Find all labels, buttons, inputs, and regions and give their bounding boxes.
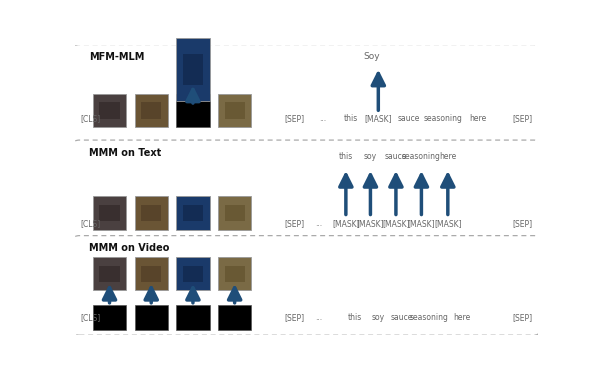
Text: [SEP]: [SEP] <box>512 313 532 322</box>
Text: [SEP]: [SEP] <box>285 219 305 228</box>
Text: soy: soy <box>372 313 385 322</box>
Text: this: this <box>343 114 358 123</box>
Text: sauce: sauce <box>385 152 407 161</box>
Text: MMM on Video: MMM on Video <box>89 243 169 253</box>
FancyBboxPatch shape <box>176 305 210 330</box>
Text: [MASK]: [MASK] <box>408 219 435 228</box>
FancyBboxPatch shape <box>74 140 539 240</box>
Text: [SEP]: [SEP] <box>512 219 532 228</box>
Text: soy: soy <box>364 152 377 161</box>
FancyBboxPatch shape <box>183 54 203 85</box>
Text: here: here <box>469 114 487 123</box>
FancyBboxPatch shape <box>225 205 245 221</box>
FancyBboxPatch shape <box>135 305 168 330</box>
Text: [MASK]: [MASK] <box>356 219 385 228</box>
Text: [MASK]: [MASK] <box>382 219 410 228</box>
FancyBboxPatch shape <box>225 102 245 118</box>
FancyBboxPatch shape <box>74 236 539 335</box>
Text: this: this <box>338 152 353 161</box>
FancyBboxPatch shape <box>218 197 251 230</box>
Text: [SEP]: [SEP] <box>285 313 305 322</box>
FancyBboxPatch shape <box>141 102 161 118</box>
FancyBboxPatch shape <box>93 257 126 290</box>
Text: ...: ... <box>319 114 327 123</box>
FancyBboxPatch shape <box>183 265 203 282</box>
FancyBboxPatch shape <box>93 94 126 127</box>
FancyBboxPatch shape <box>176 38 210 101</box>
FancyBboxPatch shape <box>218 257 251 290</box>
Text: [CLS]: [CLS] <box>80 114 100 123</box>
FancyBboxPatch shape <box>183 205 203 221</box>
Text: sauce: sauce <box>397 114 420 123</box>
Text: seasoning: seasoning <box>402 152 441 161</box>
Text: seasoning: seasoning <box>424 114 463 123</box>
FancyBboxPatch shape <box>176 257 210 290</box>
FancyBboxPatch shape <box>99 265 120 282</box>
FancyBboxPatch shape <box>225 265 245 282</box>
Text: [MASK]: [MASK] <box>332 219 359 228</box>
Text: here: here <box>439 152 456 161</box>
Text: ...: ... <box>315 313 322 322</box>
FancyBboxPatch shape <box>218 305 251 330</box>
FancyBboxPatch shape <box>141 205 161 221</box>
Text: here: here <box>453 313 471 322</box>
FancyBboxPatch shape <box>99 205 120 221</box>
FancyBboxPatch shape <box>176 94 210 127</box>
Text: [MASK]: [MASK] <box>365 114 392 123</box>
Text: [MASK]: [MASK] <box>434 219 462 228</box>
Text: MMM on Text: MMM on Text <box>89 148 161 158</box>
Text: Soy: Soy <box>363 52 380 61</box>
Text: [CLS]: [CLS] <box>80 219 100 228</box>
FancyBboxPatch shape <box>99 102 120 118</box>
FancyBboxPatch shape <box>74 44 539 144</box>
Text: [SEP]: [SEP] <box>285 114 305 123</box>
FancyBboxPatch shape <box>176 197 210 230</box>
FancyBboxPatch shape <box>135 257 168 290</box>
FancyBboxPatch shape <box>141 265 161 282</box>
FancyBboxPatch shape <box>135 94 168 127</box>
FancyBboxPatch shape <box>135 197 168 230</box>
Text: sauce: sauce <box>390 313 413 322</box>
Text: this: this <box>348 313 362 322</box>
FancyBboxPatch shape <box>93 197 126 230</box>
Text: ...: ... <box>315 219 322 228</box>
Text: MFM-MLM: MFM-MLM <box>89 52 144 62</box>
Text: [CLS]: [CLS] <box>80 313 100 322</box>
FancyBboxPatch shape <box>218 94 251 127</box>
FancyBboxPatch shape <box>93 305 126 330</box>
Text: seasoning: seasoning <box>410 313 448 322</box>
Text: [SEP]: [SEP] <box>512 114 532 123</box>
